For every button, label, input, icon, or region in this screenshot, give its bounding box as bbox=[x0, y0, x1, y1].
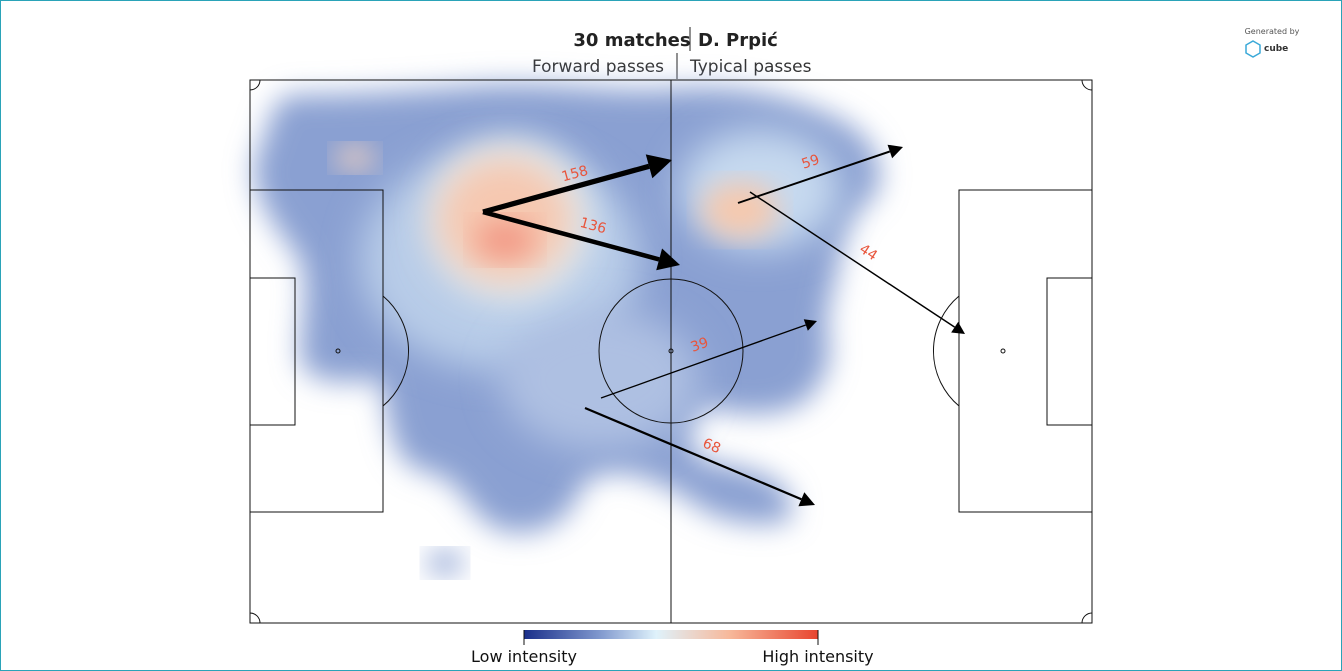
arrow-head bbox=[951, 321, 965, 334]
pass-arrow bbox=[600, 324, 807, 399]
arrow-head bbox=[803, 319, 817, 331]
logo bbox=[1245, 40, 1261, 58]
pass-arrow bbox=[584, 406, 802, 501]
legend-low: Low intensity bbox=[471, 647, 577, 666]
player: D. Prpić bbox=[698, 30, 778, 51]
arrow-head bbox=[645, 154, 672, 179]
pitch bbox=[249, 79, 1093, 624]
credit: Generated by bbox=[1245, 27, 1300, 36]
subtitle-left: Forward passes bbox=[532, 57, 664, 77]
pass-count: 39 bbox=[689, 335, 711, 356]
pass-count: 68 bbox=[700, 435, 723, 457]
brand: cube bbox=[1264, 44, 1288, 54]
pass-arrow bbox=[482, 163, 650, 215]
subtitle-right: Typical passes bbox=[689, 57, 812, 77]
arrow-head bbox=[798, 492, 815, 507]
arrow-head bbox=[656, 248, 680, 271]
legend-high: High intensity bbox=[762, 647, 873, 666]
pass-arrow bbox=[749, 191, 956, 328]
pass-count: 158 bbox=[560, 163, 590, 186]
pass-arrow bbox=[482, 209, 660, 262]
matches: 30 matches bbox=[573, 30, 690, 51]
pass-count: 136 bbox=[578, 215, 608, 237]
heatmap bbox=[254, 83, 880, 575]
pass-count: 59 bbox=[800, 152, 822, 173]
pass-arrow bbox=[737, 150, 891, 204]
arrow-head bbox=[887, 144, 903, 159]
colorbar bbox=[524, 630, 818, 639]
